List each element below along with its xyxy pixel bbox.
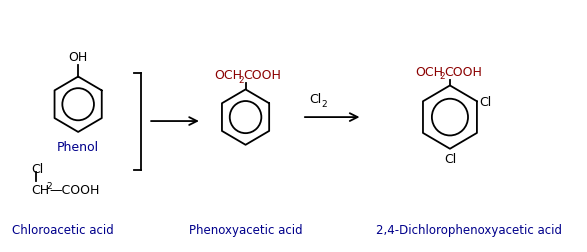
Text: 2: 2 xyxy=(46,182,52,191)
Text: Phenoxyacetic acid: Phenoxyacetic acid xyxy=(189,223,302,236)
Text: OH: OH xyxy=(69,50,88,64)
Text: COOH: COOH xyxy=(444,65,482,78)
Text: CH: CH xyxy=(32,184,49,197)
Text: 2: 2 xyxy=(439,72,445,81)
Text: OCH: OCH xyxy=(415,65,443,78)
Text: Cl: Cl xyxy=(32,162,43,175)
Text: Cl: Cl xyxy=(444,152,456,165)
Text: Phenol: Phenol xyxy=(57,140,99,153)
Text: Cl: Cl xyxy=(479,96,491,108)
Text: 2,4-Dichlorophenoxyacetic acid: 2,4-Dichlorophenoxyacetic acid xyxy=(376,223,562,236)
Text: COOH: COOH xyxy=(244,69,282,82)
Text: Chloroacetic acid: Chloroacetic acid xyxy=(12,223,113,236)
Text: OCH: OCH xyxy=(214,69,242,82)
Text: 2: 2 xyxy=(322,100,327,109)
Text: Cl: Cl xyxy=(309,93,321,106)
Text: 2: 2 xyxy=(239,76,244,85)
Text: —COOH: —COOH xyxy=(49,184,99,197)
